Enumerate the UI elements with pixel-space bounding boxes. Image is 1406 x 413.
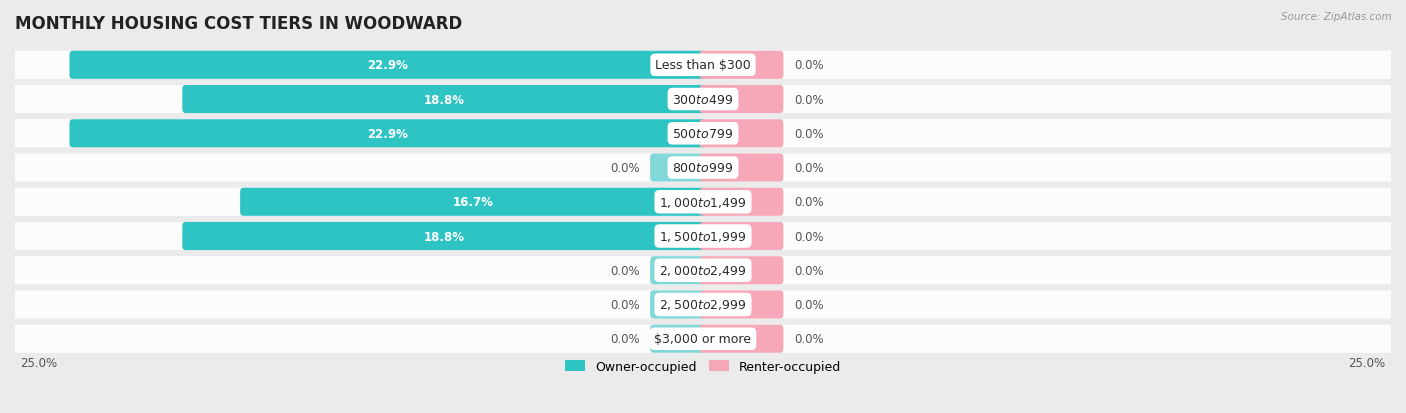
Text: 0.0%: 0.0% [794,230,824,243]
Text: 0.0%: 0.0% [610,298,640,311]
Text: 0.0%: 0.0% [794,161,824,175]
FancyBboxPatch shape [700,256,783,285]
Text: $800 to $999: $800 to $999 [672,161,734,175]
FancyBboxPatch shape [69,120,706,148]
Text: $3,000 or more: $3,000 or more [655,332,751,345]
Text: 16.7%: 16.7% [453,196,494,209]
FancyBboxPatch shape [650,325,706,353]
FancyBboxPatch shape [15,223,1391,250]
FancyBboxPatch shape [69,52,706,80]
Text: 0.0%: 0.0% [794,298,824,311]
Text: 18.8%: 18.8% [423,93,465,106]
FancyBboxPatch shape [15,52,1391,80]
Text: 0.0%: 0.0% [610,264,640,277]
Text: $1,000 to $1,499: $1,000 to $1,499 [659,195,747,209]
FancyBboxPatch shape [700,120,783,148]
Text: $1,500 to $1,999: $1,500 to $1,999 [659,230,747,243]
FancyBboxPatch shape [15,188,1391,216]
Text: 0.0%: 0.0% [794,264,824,277]
FancyBboxPatch shape [240,188,706,216]
Text: Less than $300: Less than $300 [655,59,751,72]
Legend: Owner-occupied, Renter-occupied: Owner-occupied, Renter-occupied [560,355,846,378]
FancyBboxPatch shape [700,154,783,182]
Text: 18.8%: 18.8% [423,230,465,243]
FancyBboxPatch shape [700,291,783,319]
FancyBboxPatch shape [183,86,706,114]
FancyBboxPatch shape [15,154,1391,182]
FancyBboxPatch shape [650,291,706,319]
FancyBboxPatch shape [700,223,783,250]
Text: $300 to $499: $300 to $499 [672,93,734,106]
FancyBboxPatch shape [700,52,783,80]
Text: 0.0%: 0.0% [794,93,824,106]
FancyBboxPatch shape [15,120,1391,148]
FancyBboxPatch shape [15,86,1391,114]
FancyBboxPatch shape [700,86,783,114]
Text: 25.0%: 25.0% [1348,356,1385,369]
Text: 22.9%: 22.9% [367,128,408,140]
FancyBboxPatch shape [650,154,706,182]
Text: 0.0%: 0.0% [794,59,824,72]
Text: 0.0%: 0.0% [794,332,824,345]
Text: $500 to $799: $500 to $799 [672,128,734,140]
FancyBboxPatch shape [700,325,783,353]
Text: $2,000 to $2,499: $2,000 to $2,499 [659,263,747,278]
Text: $2,500 to $2,999: $2,500 to $2,999 [659,298,747,312]
FancyBboxPatch shape [700,188,783,216]
Text: 22.9%: 22.9% [367,59,408,72]
FancyBboxPatch shape [183,223,706,250]
Text: 0.0%: 0.0% [794,128,824,140]
FancyBboxPatch shape [15,325,1391,353]
Text: MONTHLY HOUSING COST TIERS IN WOODWARD: MONTHLY HOUSING COST TIERS IN WOODWARD [15,15,463,33]
FancyBboxPatch shape [650,256,706,285]
Text: 0.0%: 0.0% [610,161,640,175]
Text: Source: ZipAtlas.com: Source: ZipAtlas.com [1281,12,1392,22]
FancyBboxPatch shape [15,256,1391,285]
Text: 0.0%: 0.0% [610,332,640,345]
FancyBboxPatch shape [15,291,1391,319]
Text: 25.0%: 25.0% [21,356,58,369]
Text: 0.0%: 0.0% [794,196,824,209]
